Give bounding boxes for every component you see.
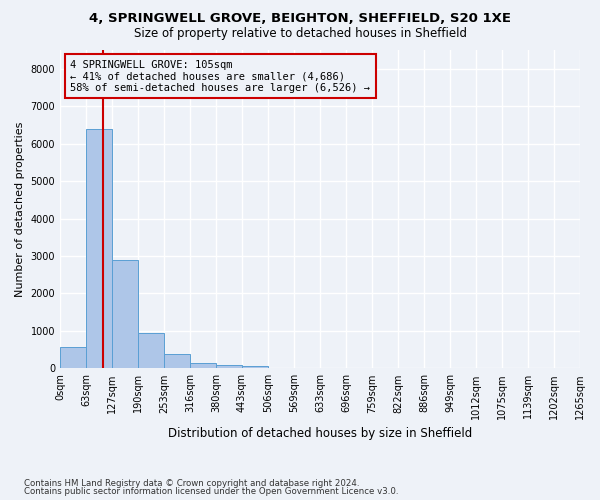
Y-axis label: Number of detached properties: Number of detached properties: [15, 122, 25, 297]
Bar: [138, 332, 164, 368]
Text: Contains public sector information licensed under the Open Government Licence v3: Contains public sector information licen…: [24, 487, 398, 496]
Bar: [190, 362, 216, 368]
Text: 4, SPRINGWELL GROVE, BEIGHTON, SHEFFIELD, S20 1XE: 4, SPRINGWELL GROVE, BEIGHTON, SHEFFIELD…: [89, 12, 511, 26]
Text: 4 SPRINGWELL GROVE: 105sqm
← 41% of detached houses are smaller (4,686)
58% of s: 4 SPRINGWELL GROVE: 105sqm ← 41% of deta…: [70, 60, 370, 92]
Bar: [112, 260, 138, 368]
Text: Size of property relative to detached houses in Sheffield: Size of property relative to detached ho…: [133, 28, 467, 40]
Bar: [60, 346, 86, 368]
Bar: [242, 366, 268, 368]
Text: Contains HM Land Registry data © Crown copyright and database right 2024.: Contains HM Land Registry data © Crown c…: [24, 478, 359, 488]
Bar: [86, 128, 112, 368]
Bar: [164, 354, 190, 368]
Bar: [216, 365, 242, 368]
X-axis label: Distribution of detached houses by size in Sheffield: Distribution of detached houses by size …: [168, 427, 472, 440]
